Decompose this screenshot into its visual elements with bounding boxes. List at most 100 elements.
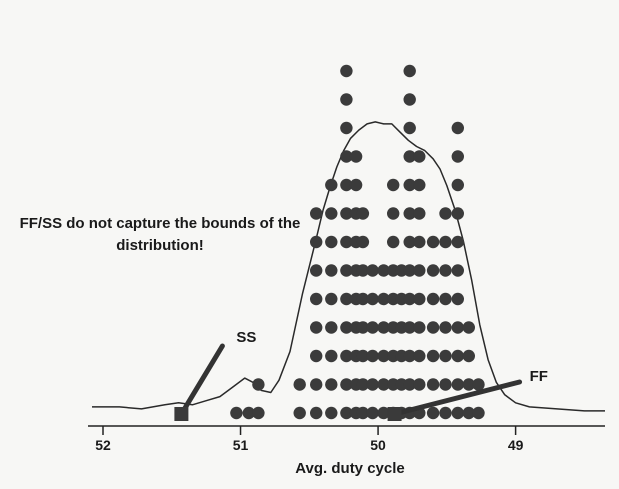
data-dot bbox=[366, 349, 379, 363]
data-dot bbox=[356, 264, 370, 277]
data-dot bbox=[387, 207, 400, 220]
data-dot bbox=[439, 235, 452, 249]
marker-square bbox=[174, 407, 189, 421]
data-dot bbox=[377, 321, 390, 334]
data-dot bbox=[340, 349, 353, 363]
data-dot bbox=[451, 406, 464, 420]
x-tick-label: 51 bbox=[233, 437, 249, 453]
data-dot bbox=[366, 264, 379, 277]
data-dot bbox=[325, 235, 338, 249]
annotation-text: FF/SS do not capture the bounds of the d… bbox=[0, 213, 320, 257]
data-dot bbox=[426, 378, 440, 391]
data-dot bbox=[439, 406, 452, 420]
data-dot bbox=[340, 207, 353, 220]
data-dot bbox=[451, 292, 464, 306]
data-dot bbox=[403, 178, 416, 192]
data-dot bbox=[439, 292, 452, 306]
data-dot bbox=[340, 292, 353, 306]
marker-square bbox=[387, 407, 402, 421]
x-axis-ticks: 52 51 50 49 bbox=[95, 426, 524, 453]
data-dot bbox=[377, 292, 390, 306]
data-dot bbox=[366, 378, 379, 391]
data-dot bbox=[325, 178, 338, 192]
data-dot bbox=[413, 150, 426, 163]
marker-leader-line bbox=[392, 379, 523, 417]
data-dot bbox=[403, 321, 416, 334]
data-dot bbox=[403, 349, 416, 363]
data-dot bbox=[356, 235, 370, 249]
data-dot bbox=[426, 292, 440, 306]
data-dot bbox=[426, 349, 440, 363]
data-dot bbox=[472, 378, 485, 391]
data-dot bbox=[439, 264, 452, 277]
data-dot bbox=[325, 406, 338, 420]
data-dot bbox=[426, 264, 440, 277]
data-dot bbox=[439, 321, 452, 334]
data-dot bbox=[325, 264, 338, 277]
data-dot bbox=[325, 207, 338, 220]
data-dot bbox=[356, 406, 370, 420]
data-dot bbox=[325, 349, 338, 363]
data-dot bbox=[377, 406, 390, 420]
marker-leader-line bbox=[178, 343, 225, 417]
data-dot bbox=[472, 406, 485, 420]
data-dot bbox=[403, 207, 416, 220]
data-dot bbox=[413, 378, 426, 391]
data-dot bbox=[403, 93, 416, 106]
data-dot bbox=[252, 406, 265, 420]
data-dot bbox=[349, 178, 363, 192]
annotation-label: FF/SS do not capture the bounds of the d… bbox=[19, 215, 301, 254]
data-dot bbox=[230, 406, 243, 420]
data-dot bbox=[349, 150, 363, 163]
markers-layer: SS FF bbox=[174, 329, 548, 421]
data-dot bbox=[340, 178, 353, 192]
data-dot bbox=[366, 292, 379, 306]
data-dot bbox=[325, 378, 338, 391]
data-dot bbox=[451, 235, 464, 249]
data-dot bbox=[413, 349, 426, 363]
data-dot bbox=[310, 207, 323, 220]
data-dot bbox=[462, 321, 475, 334]
data-dot bbox=[377, 264, 390, 277]
data-dot bbox=[403, 64, 416, 78]
data-dot bbox=[403, 264, 416, 277]
data-dot bbox=[403, 378, 416, 391]
data-dot bbox=[340, 150, 353, 163]
data-dot bbox=[451, 150, 464, 163]
data-dot bbox=[462, 406, 475, 420]
data-dot bbox=[451, 207, 464, 220]
data-dot bbox=[413, 235, 426, 249]
data-dot bbox=[451, 378, 464, 391]
data-dot bbox=[413, 264, 426, 277]
data-dot bbox=[310, 235, 323, 249]
data-dot bbox=[413, 178, 426, 192]
data-dot bbox=[340, 121, 353, 135]
density-curve bbox=[92, 121, 605, 412]
x-tick-label: 49 bbox=[508, 437, 524, 453]
data-dot bbox=[293, 406, 306, 420]
data-dot bbox=[356, 349, 370, 363]
data-dot bbox=[340, 93, 353, 106]
data-dot bbox=[310, 406, 323, 420]
data-dot bbox=[451, 121, 464, 135]
data-dot bbox=[293, 378, 306, 391]
data-dot bbox=[426, 321, 440, 334]
data-dot bbox=[462, 349, 475, 363]
data-dot bbox=[439, 207, 452, 220]
data-dot bbox=[252, 378, 265, 391]
data-dot bbox=[426, 235, 440, 249]
data-dot bbox=[403, 150, 416, 163]
data-dot bbox=[310, 378, 323, 391]
data-dot bbox=[387, 178, 400, 192]
data-dot bbox=[340, 235, 353, 249]
data-dot bbox=[439, 349, 452, 363]
data-dot bbox=[356, 207, 370, 220]
data-dot bbox=[451, 321, 464, 334]
marker-label: SS bbox=[236, 329, 256, 346]
data-dot bbox=[451, 178, 464, 192]
data-dot bbox=[356, 378, 370, 391]
x-tick-label: 50 bbox=[370, 437, 386, 453]
data-dot bbox=[325, 321, 338, 334]
